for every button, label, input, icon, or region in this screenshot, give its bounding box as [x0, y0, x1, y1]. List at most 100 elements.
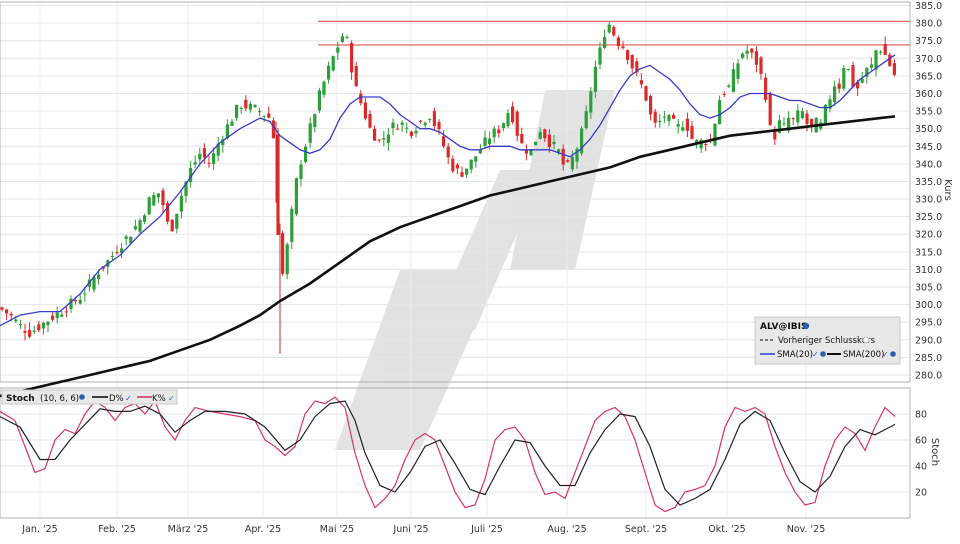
stoch-legend-d: D% — [109, 394, 124, 404]
price-tick-label: 315.0 — [915, 247, 942, 258]
candle-body — [575, 148, 579, 162]
candle-body — [451, 158, 455, 172]
candle-body — [299, 164, 303, 180]
candle-body — [202, 148, 206, 158]
price-tick-label: 320.0 — [915, 230, 942, 241]
candle-body — [92, 277, 96, 290]
candle-body — [699, 139, 703, 149]
candle-body — [354, 66, 358, 87]
stoch-d-check-icon[interactable]: ✓ — [125, 394, 132, 403]
candle-body — [5, 309, 9, 314]
candle-body — [718, 100, 722, 125]
legend-item-sma200: SMA(200) — [843, 350, 884, 360]
stoch-axis-ticks: 20 40 60 80 — [915, 410, 927, 499]
candle-body — [166, 203, 170, 222]
candle-body — [423, 122, 427, 126]
candle-body — [409, 131, 413, 137]
stoch-settings-gear-icon[interactable] — [79, 394, 85, 400]
candle-body — [129, 236, 133, 244]
candle-body — [294, 178, 298, 215]
x-tick-label: März '25 — [168, 524, 209, 535]
candle-body — [837, 83, 841, 89]
candle-body — [750, 48, 754, 53]
price-tick-label: 295.0 — [915, 318, 942, 329]
candle-body — [442, 136, 446, 147]
candle-body — [207, 162, 211, 164]
candle-body — [736, 63, 740, 79]
stoch-k-line — [0, 396, 896, 513]
candle-body — [805, 113, 809, 124]
candle-body — [41, 322, 45, 329]
candle-body — [704, 144, 708, 146]
candle-body — [133, 226, 137, 230]
candle-body — [179, 195, 183, 212]
candle-body — [189, 168, 193, 183]
legend-sma200-gear-icon[interactable] — [890, 351, 896, 357]
candle-body — [285, 244, 289, 275]
candle-body — [810, 118, 814, 127]
candle-body — [515, 111, 519, 136]
vertical-gridlines — [39, 2, 807, 518]
price-tick-label: 340.0 — [915, 159, 942, 170]
x-tick-label: Apr. '25 — [245, 524, 281, 535]
candle-body — [842, 68, 846, 89]
candle-body — [603, 36, 607, 49]
candle-body — [317, 90, 321, 111]
candle-body — [23, 331, 27, 333]
legend-sma20-check-icon[interactable]: ✓ — [812, 350, 819, 359]
candle-body — [9, 313, 13, 316]
candle-body — [474, 156, 478, 162]
candle-body — [46, 321, 50, 325]
candle-body — [359, 93, 363, 104]
candle-body — [138, 220, 142, 232]
candle-body — [685, 118, 689, 131]
candle-body — [552, 141, 556, 145]
candle-body — [469, 159, 473, 170]
legend-prev-close-toggle-icon[interactable] — [862, 336, 870, 344]
candle-body — [833, 86, 837, 103]
candle-body — [768, 93, 772, 125]
legend-sma20-gear-icon[interactable] — [820, 351, 826, 357]
candle-body — [598, 47, 602, 65]
candle-body — [639, 80, 643, 85]
candle-body — [566, 160, 570, 162]
candle-body — [690, 126, 694, 139]
candle-body — [695, 140, 699, 143]
candle-body — [883, 44, 887, 56]
candle-body — [478, 150, 482, 154]
candle-body — [290, 208, 294, 242]
candle-body — [589, 91, 593, 113]
stoch-gridlines — [0, 413, 910, 493]
candle-body — [856, 81, 860, 89]
candle-body — [888, 54, 892, 66]
candle-body — [161, 190, 165, 206]
candle-body — [304, 146, 308, 162]
legend-title-gear-icon[interactable] — [802, 322, 810, 330]
candle-body — [667, 114, 671, 122]
candle-body — [345, 37, 349, 39]
candle-body — [235, 104, 239, 118]
candle-body — [340, 36, 344, 43]
stoch-k-check-icon[interactable]: ✓ — [168, 394, 175, 403]
candle-body — [561, 148, 565, 165]
candle-body — [662, 116, 666, 118]
price-tick-label: 370.0 — [915, 54, 942, 65]
candle-body — [382, 138, 386, 140]
candle-body — [483, 137, 487, 146]
legend-sma200-check-icon[interactable]: ✓ — [882, 350, 889, 359]
candle-body — [262, 115, 266, 117]
candle-body — [865, 67, 869, 77]
candle-body — [593, 66, 597, 92]
candle-body — [212, 153, 216, 165]
candle-body — [244, 99, 248, 109]
price-tick-label: 345.0 — [915, 142, 942, 153]
candle-body — [644, 86, 648, 101]
candle-body — [64, 311, 68, 313]
price-tick-label: 310.0 — [915, 265, 942, 276]
candle-body — [184, 181, 188, 196]
candle-body — [621, 46, 625, 49]
candle-body — [373, 128, 377, 141]
candle-body — [506, 113, 510, 127]
candle-body — [386, 134, 390, 143]
candle-body — [14, 319, 18, 322]
